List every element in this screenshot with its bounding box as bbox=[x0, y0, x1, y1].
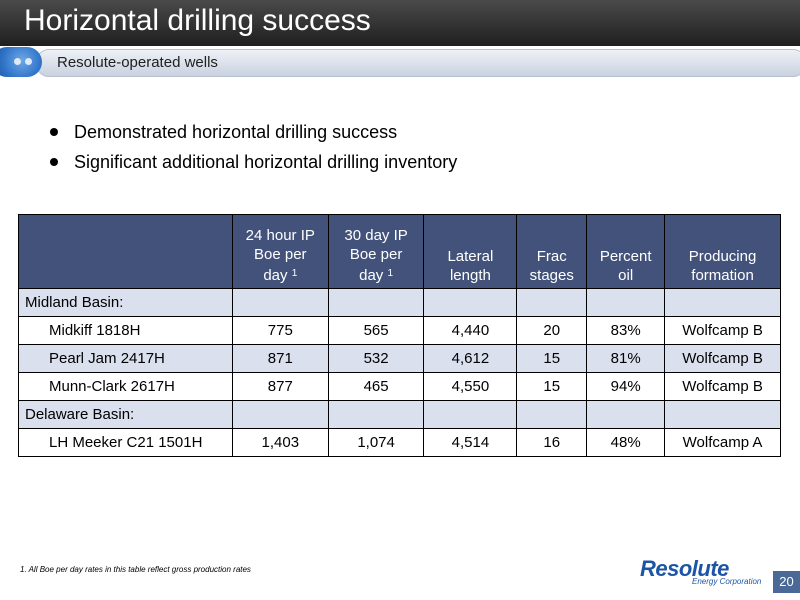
decorative-dot-icon bbox=[14, 58, 21, 65]
column-header-well bbox=[18, 214, 233, 289]
frac-cell: 15 bbox=[516, 344, 588, 373]
lateral-cell: 4,514 bbox=[423, 428, 518, 457]
column-header-lateral-length: Lateral length bbox=[423, 214, 518, 289]
oil-cell: 94% bbox=[586, 372, 666, 401]
ip24-cell: 1,403 bbox=[231, 428, 329, 457]
lateral-cell: 4,550 bbox=[423, 372, 518, 401]
company-logo: Resolute Energy Corporation bbox=[640, 556, 775, 588]
logo-wordmark: Resolute bbox=[640, 556, 729, 581]
lateral-cell: 4,612 bbox=[423, 344, 518, 373]
decorative-dot-icon bbox=[25, 58, 32, 65]
slide-title: Horizontal drilling success bbox=[24, 4, 371, 37]
formation-cell: Wolfcamp A bbox=[664, 428, 781, 457]
ip24-cell: 877 bbox=[231, 372, 329, 401]
formation-cell: Wolfcamp B bbox=[664, 316, 781, 345]
table-row: Pearl Jam 2417H 871 532 4,612 15 81% Wol… bbox=[18, 344, 781, 373]
table-row: LH Meeker C21 1501H 1,403 1,074 4,514 16… bbox=[18, 428, 781, 457]
column-header-frac-stages: Frac stages bbox=[516, 214, 588, 289]
column-header-30-day-ip: 30 day IP Boe per day 1 bbox=[327, 214, 425, 289]
column-header-24-hour-ip: 24 hour IP Boe per day 1 bbox=[231, 214, 329, 289]
well-name: Pearl Jam 2417H bbox=[18, 344, 233, 373]
bullet-text: Demonstrated horizontal drilling success bbox=[74, 122, 398, 142]
bullet-list: Demonstrated horizontal drilling success… bbox=[48, 122, 457, 182]
subtitle-strip: Resolute-operated wells bbox=[0, 47, 800, 78]
oil-cell: 48% bbox=[586, 428, 666, 457]
lateral-cell: 4,440 bbox=[423, 316, 518, 345]
group-row-midland-basin: Midland Basin: bbox=[18, 288, 781, 317]
footnote-marker: 1 bbox=[387, 268, 394, 279]
ip30-cell: 532 bbox=[327, 344, 425, 373]
table-row: Munn-Clark 2617H 877 465 4,550 15 94% Wo… bbox=[18, 372, 781, 401]
decorative-blue-bar-icon bbox=[0, 47, 42, 77]
well-name: Midkiff 1818H bbox=[18, 316, 233, 345]
oil-cell: 81% bbox=[586, 344, 666, 373]
bullet-text: Significant additional horizontal drilli… bbox=[74, 152, 458, 172]
page-number: 20 bbox=[773, 571, 800, 593]
footnote-marker: 1 bbox=[291, 268, 298, 279]
ip30-cell: 1,074 bbox=[327, 428, 425, 457]
frac-cell: 16 bbox=[516, 428, 588, 457]
ip24-cell: 871 bbox=[231, 344, 329, 373]
table-header-row: 24 hour IP Boe per day 1 30 day IP Boe per d… bbox=[18, 214, 781, 289]
column-header-producing-formation: Producing formation bbox=[664, 214, 781, 289]
bullet-dot-icon bbox=[50, 158, 58, 166]
column-header-percent-oil: Percent oil bbox=[586, 214, 666, 289]
bullet-item: Significant additional horizontal drilli… bbox=[48, 152, 457, 182]
subtitle-banner: Resolute-operated wells bbox=[36, 49, 800, 77]
table-row: Midkiff 1818H 775 565 4,440 20 83% Wolfc… bbox=[18, 316, 781, 345]
wells-table: 24 hour IP Boe per day 1 30 day IP Boe per d… bbox=[18, 214, 781, 457]
footnote: 1. All Boe per day rates in this table r… bbox=[20, 565, 251, 574]
formation-cell: Wolfcamp B bbox=[664, 344, 781, 373]
bullet-item: Demonstrated horizontal drilling success bbox=[48, 122, 457, 152]
formation-cell: Wolfcamp B bbox=[664, 372, 781, 401]
logo-tagline: Energy Corporation bbox=[692, 577, 762, 586]
frac-cell: 20 bbox=[516, 316, 588, 345]
ip30-cell: 465 bbox=[327, 372, 425, 401]
frac-cell: 15 bbox=[516, 372, 588, 401]
group-label: Delaware Basin: bbox=[18, 400, 233, 429]
ip24-cell: 775 bbox=[231, 316, 329, 345]
bullet-dot-icon bbox=[50, 128, 58, 136]
group-row-delaware-basin: Delaware Basin: bbox=[18, 400, 781, 429]
slide-subtitle: Resolute-operated wells bbox=[57, 54, 218, 71]
group-label: Midland Basin: bbox=[18, 288, 233, 317]
ip30-cell: 565 bbox=[327, 316, 425, 345]
oil-cell: 83% bbox=[586, 316, 666, 345]
well-name: Munn-Clark 2617H bbox=[18, 372, 233, 401]
well-name: LH Meeker C21 1501H bbox=[18, 428, 233, 457]
title-bar: Horizontal drilling success bbox=[0, 0, 800, 46]
